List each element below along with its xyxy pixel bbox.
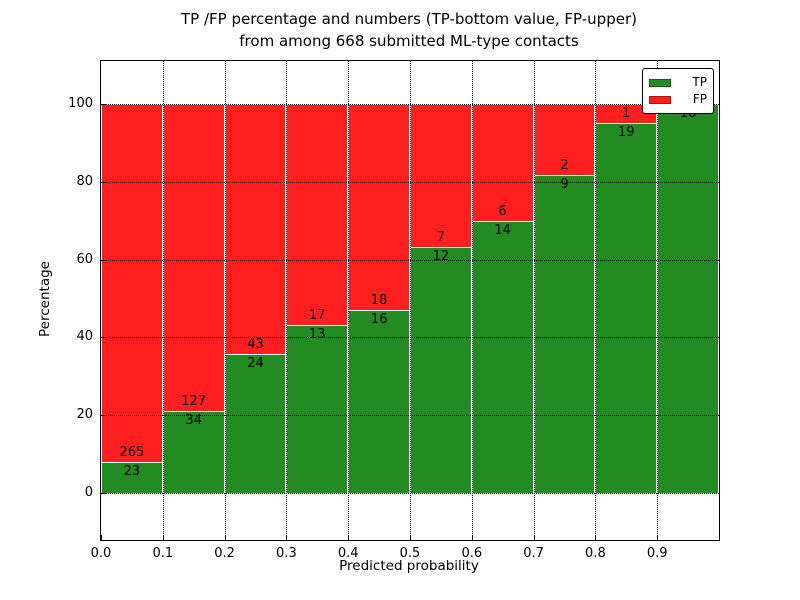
y-tick (101, 259, 106, 261)
x-tick (595, 535, 597, 540)
legend-label-fp: FP (692, 92, 707, 106)
bar-segment-fp (410, 103, 472, 248)
bar-count-tp: 16 (370, 312, 388, 327)
bar-segment-tp (286, 324, 349, 494)
bar-segment-fp (533, 103, 596, 175)
x-tick (533, 535, 535, 540)
bar-segment-fp (348, 103, 410, 310)
bar-count-fp: 6 (498, 203, 507, 219)
y-tick-label: 80 (76, 173, 93, 189)
y-tick (101, 493, 106, 495)
legend: TP FP (642, 68, 714, 114)
bar-count-tp: 12 (432, 249, 450, 265)
x-tick-label: 0.6 (461, 546, 483, 561)
legend-item-fp: FP (649, 91, 707, 108)
x-tick-label: 0.5 (399, 546, 421, 561)
bar-count-tp: 23 (123, 464, 141, 480)
y-tick-label: 100 (68, 95, 93, 111)
bar-segment-fp (286, 103, 349, 325)
v-gridline (162, 61, 164, 540)
bar-count-fp: 2 (560, 157, 569, 173)
x-tick (471, 535, 473, 540)
y-tick (101, 337, 106, 339)
x-tick-label: 0.7 (523, 546, 544, 561)
chart-title: TP /FP percentage and numbers (TP-bottom… (90, 8, 728, 52)
x-tick (410, 535, 411, 540)
bar-count-tp: 13 (309, 326, 326, 342)
bar-count-fp: 7 (436, 230, 446, 246)
x-tick (101, 535, 102, 540)
tp-swatch-icon (649, 78, 671, 87)
v-gridline (471, 61, 473, 540)
x-tick-label: 0.2 (214, 546, 235, 561)
y-tick (101, 415, 106, 417)
v-gridline (348, 61, 350, 540)
bar-count-tp: 19 (618, 125, 635, 141)
x-tick (162, 535, 164, 540)
x-axis-label: Predicted probability (339, 558, 479, 574)
v-gridline (224, 61, 226, 540)
bar-segment-tp (595, 123, 658, 494)
x-tick-label: 0.9 (646, 546, 668, 561)
bar-count-tp: 34 (185, 413, 202, 429)
bar-segment-fp (101, 103, 163, 463)
bar-segment-tp (162, 411, 225, 494)
x-tick-label: 0.4 (337, 546, 359, 561)
v-gridline (286, 61, 288, 540)
bar-segment-fp (162, 103, 225, 412)
bar-count-fp: 265 (119, 445, 145, 461)
y-tick-label: 0 (84, 485, 93, 501)
bar-segment-tp (348, 310, 410, 494)
legend-label-tp: TP (692, 75, 707, 89)
y-tick-label: 40 (76, 329, 93, 345)
y-tick-label: 60 (76, 251, 93, 267)
v-gridline (657, 61, 659, 540)
v-gridline (533, 61, 535, 540)
bar-segment-fp (224, 103, 287, 354)
y-axis-label: Percentage (37, 261, 53, 337)
chart-title-line2: from among 668 submitted ML-type contact… (239, 32, 579, 50)
bar-segment-tp (533, 174, 596, 494)
x-tick-label: 0.1 (152, 546, 174, 561)
bar-count-fp: 43 (247, 336, 264, 352)
v-gridline (410, 61, 411, 540)
x-tick-label: 0.3 (276, 546, 297, 561)
bar-count-tp: 14 (494, 222, 511, 238)
y-tick (101, 103, 106, 105)
x-tick (657, 535, 659, 540)
bar-count-fp: 18 (370, 293, 388, 308)
v-gridline (595, 61, 597, 540)
x-tick (348, 535, 350, 540)
bar-segment-tp (657, 103, 719, 494)
bar-segment-tp (410, 247, 472, 494)
bar-segment-tp (101, 462, 163, 494)
bar-count-fp: 127 (181, 394, 207, 410)
x-tick (286, 535, 288, 540)
x-tick-label: 0.8 (585, 546, 606, 561)
bar-segment-tp (471, 220, 534, 494)
fp-swatch-icon (649, 95, 671, 104)
bar-count-fp: 1 (622, 106, 631, 122)
bar-count-tp: 9 (560, 176, 569, 192)
chart-title-line1: TP /FP percentage and numbers (TP-bottom… (181, 10, 637, 28)
x-tick (224, 535, 226, 540)
y-tick (101, 181, 106, 183)
legend-item-tp: TP (649, 74, 707, 91)
bar-segment-tp (224, 353, 287, 494)
y-tick-label: 20 (76, 407, 93, 423)
bar-segment-fp (471, 103, 534, 221)
bar-count-tp: 24 (247, 355, 264, 371)
plot-area: TP FP 265 23 127 34 43 24 17 13 18 16 7 12 6 14 2 9 1 19 1… (68, 60, 720, 561)
bar-count-fp: 17 (309, 307, 326, 323)
x-tick-label: 0.0 (90, 546, 112, 561)
